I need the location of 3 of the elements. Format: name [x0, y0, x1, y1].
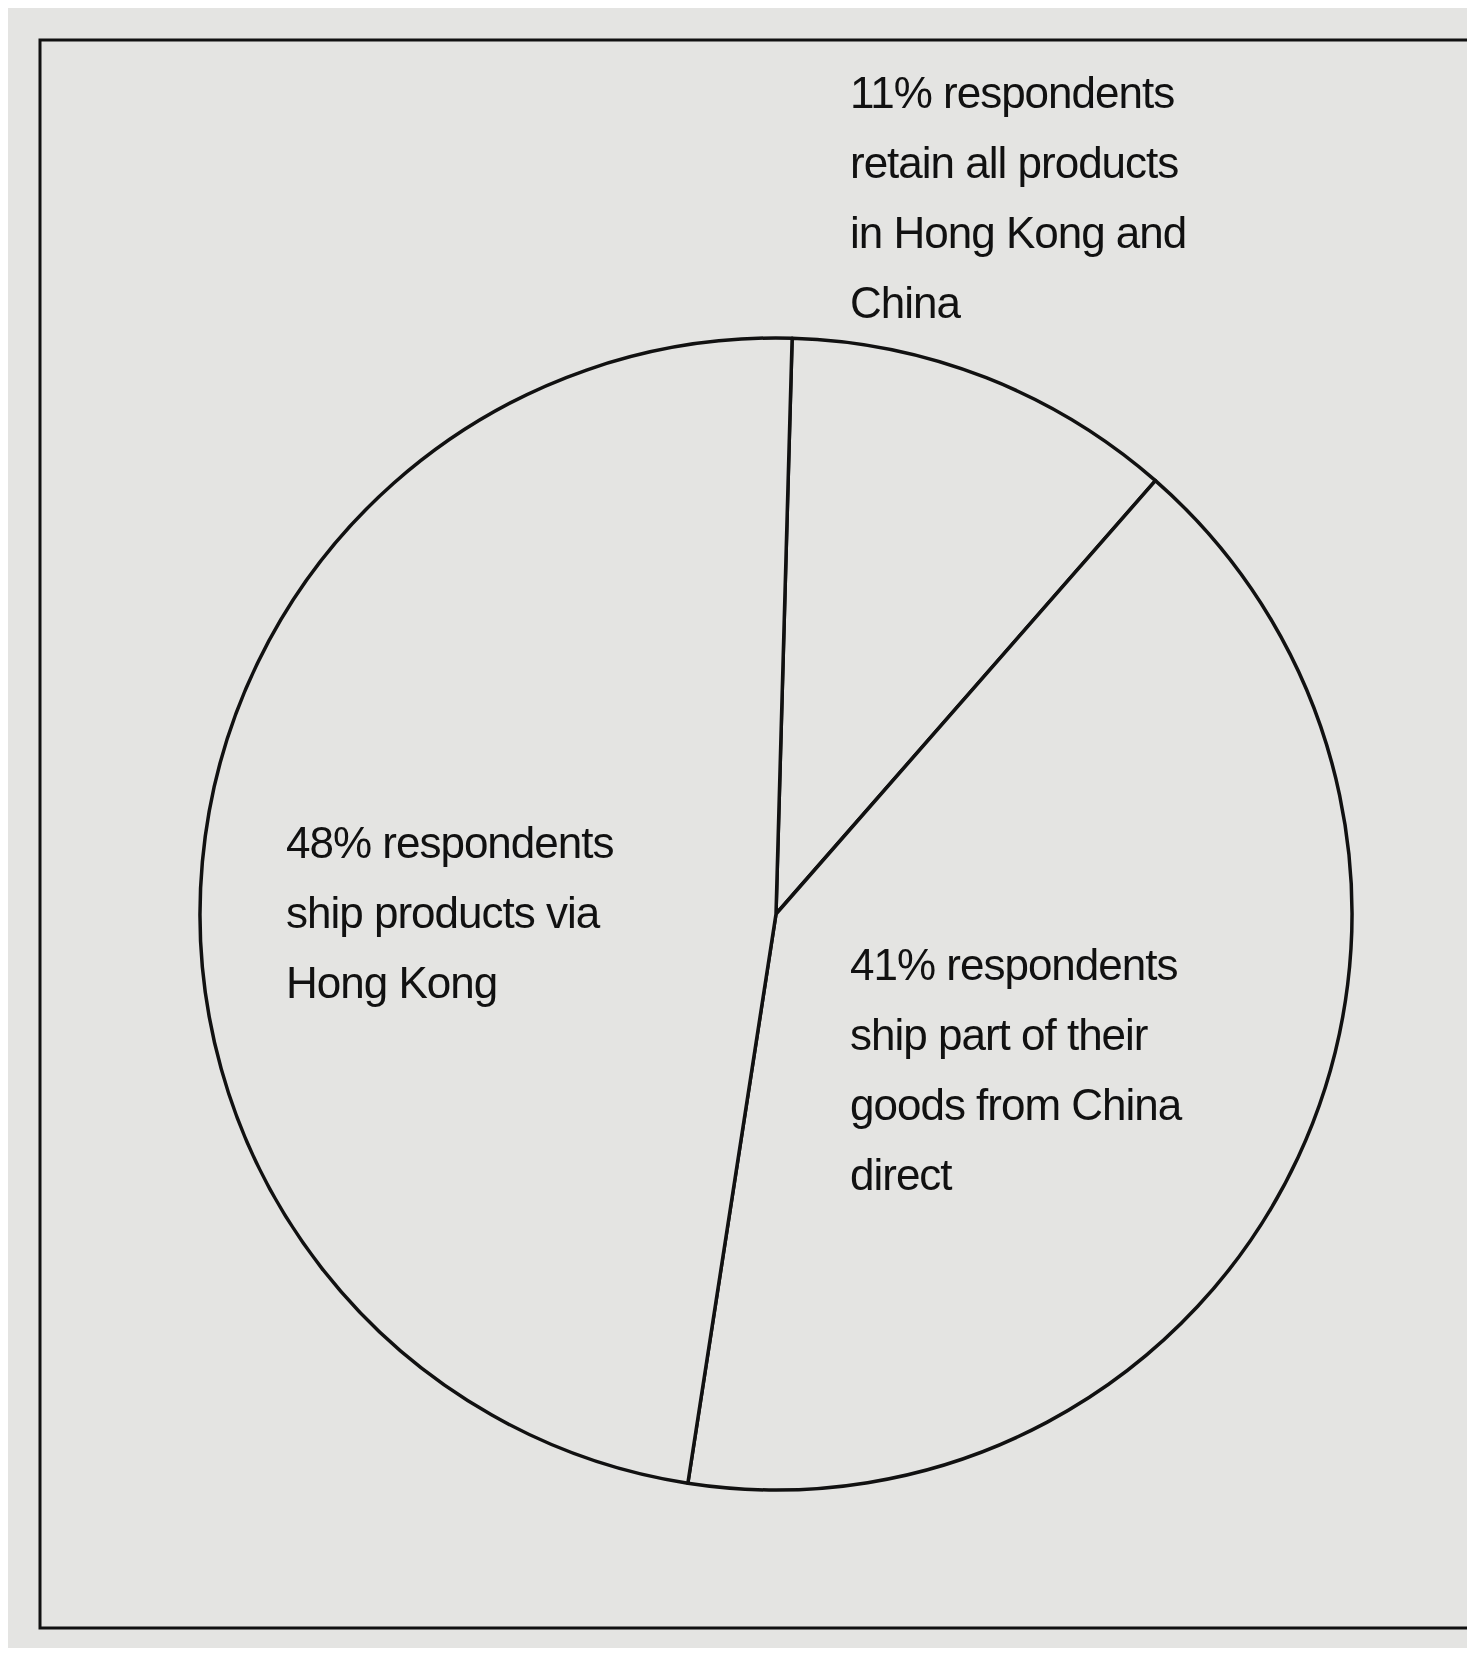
slice-label: 41% respondents ship part of their goods from China direct: [850, 940, 1183, 1199]
slice-label: 11% respondents retain all products in Hong Kong and China: [850, 68, 1187, 327]
slice-label: 48% respondents ship products via Hong Kong: [286, 818, 614, 1007]
